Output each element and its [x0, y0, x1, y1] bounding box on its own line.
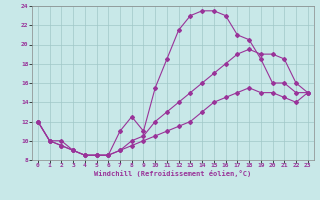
X-axis label: Windchill (Refroidissement éolien,°C): Windchill (Refroidissement éolien,°C) — [94, 170, 252, 177]
